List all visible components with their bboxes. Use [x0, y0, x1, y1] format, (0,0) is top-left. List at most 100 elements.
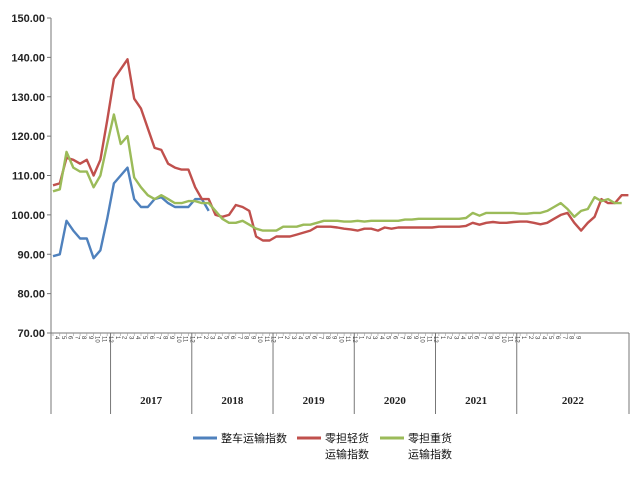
month-tick-label: 8	[243, 336, 249, 340]
month-tick-label: 4	[459, 336, 465, 340]
month-tick-label: 8	[80, 336, 86, 340]
y-tick-label: 100.00	[11, 210, 45, 222]
y-tick-label: 90.00	[17, 249, 45, 261]
month-tick-label: 9	[412, 336, 418, 340]
month-tick-label: 10	[175, 336, 181, 343]
legend-label-3: 零担重货	[408, 431, 452, 445]
month-tick-label: 8	[324, 336, 330, 340]
month-tick-label: 12	[351, 336, 357, 343]
month-tick-label: 6	[229, 336, 235, 340]
month-tick-label: 2	[527, 336, 533, 340]
y-tick-labels: 70.00 80.00 90.00 100.00 110.00 120.00 130.00 1…	[11, 13, 45, 340]
month-tick-label: 5	[547, 336, 553, 340]
y-tick-label: 120.00	[11, 131, 45, 143]
month-tick-label: 12	[107, 336, 113, 343]
month-tick-label: 7	[236, 336, 242, 340]
y-tick-label: 80.00	[17, 289, 45, 301]
month-tick-label: 3	[452, 336, 458, 340]
year-label: 2019	[303, 395, 326, 407]
month-tick-label: 2	[364, 336, 370, 340]
month-tick-label: 7	[317, 336, 323, 340]
month-tick-labels: 4 5 6 7 8 9 10 11 12 1 2 3 4 5 6 7 8 9 10 11 12 1 2 3 4 5 6 7 8 9 10 11…	[53, 336, 580, 343]
month-tick-label: 2	[283, 336, 289, 340]
month-tick-label: 1	[439, 336, 445, 340]
month-tick-label: 12	[188, 336, 194, 343]
month-tick-label: 1	[520, 336, 526, 340]
month-tick-label: 3	[209, 336, 215, 340]
month-tick-label: 10	[500, 336, 506, 343]
month-tick-label: 6	[554, 336, 560, 340]
month-tick-label: 6	[148, 336, 154, 340]
legend-label-3: 运输指数	[408, 447, 452, 461]
month-tick-label: 9	[493, 336, 499, 340]
month-tick-label: 3	[127, 336, 133, 340]
year-label: 2017	[140, 395, 163, 407]
month-tick-label: 12	[513, 336, 519, 343]
month-tick-label: 9	[168, 336, 174, 340]
month-tick-label: 7	[398, 336, 404, 340]
legend-label-1: 整车运输指数	[221, 431, 287, 445]
year-label: 2022	[562, 395, 585, 407]
month-tick-label: 6	[473, 336, 479, 340]
year-label: 2020	[384, 395, 407, 407]
month-tick-label: 5	[60, 336, 66, 340]
series-line-3	[52, 113, 622, 232]
month-tick-label: 12	[432, 336, 438, 343]
month-tick-label: 4	[215, 336, 221, 340]
month-tick-label: 10	[256, 336, 262, 343]
month-tick-label: 11	[507, 336, 513, 343]
y-tick-label: 70.00	[17, 328, 45, 340]
month-tick-label: 11	[263, 336, 269, 343]
month-tick-label: 12	[270, 336, 276, 343]
month-tick-label: 2	[121, 336, 127, 340]
month-tick-label: 7	[73, 336, 79, 340]
month-tick-label: 1	[195, 336, 201, 340]
month-tick-label: 9	[249, 336, 255, 340]
y-tick-label: 130.00	[11, 92, 45, 104]
month-tick-label: 8	[405, 336, 411, 340]
year-label: 2018	[221, 395, 244, 407]
month-tick-label: 1	[358, 336, 364, 340]
month-tick-label: 5	[466, 336, 472, 340]
month-tick-label: 8	[568, 336, 574, 340]
year-label: 2021	[465, 395, 487, 407]
month-tick-label: 3	[534, 336, 540, 340]
month-tick-label: 11	[425, 336, 431, 343]
month-tick-label: 3	[371, 336, 377, 340]
y-tick-label: 150.00	[11, 13, 45, 25]
month-tick-label: 5	[385, 336, 391, 340]
month-tick-label: 4	[134, 336, 140, 340]
month-tick-label: 8	[161, 336, 167, 340]
series-lines	[52, 58, 629, 260]
month-tick-label: 4	[297, 336, 303, 340]
axes	[47, 17, 630, 414]
month-tick-label: 5	[222, 336, 228, 340]
month-tick-label: 1	[114, 336, 120, 340]
month-tick-label: 4	[540, 336, 546, 340]
month-tick-label: 5	[141, 336, 147, 340]
month-tick-label: 7	[561, 336, 567, 340]
month-tick-label: 9	[574, 336, 580, 340]
month-tick-label: 4	[378, 336, 384, 340]
month-tick-label: 6	[310, 336, 316, 340]
month-tick-label: 2	[446, 336, 452, 340]
month-tick-label: 10	[337, 336, 343, 343]
y-tick-label: 110.00	[12, 171, 45, 183]
series-line-1	[52, 166, 210, 260]
month-tick-label: 6	[67, 336, 73, 340]
month-tick-label: 5	[303, 336, 309, 340]
month-tick-label: 10	[419, 336, 425, 343]
month-tick-label: 10	[94, 336, 100, 343]
series-line-2	[52, 58, 629, 242]
month-tick-label: 11	[344, 336, 350, 343]
month-tick-label: 9	[331, 336, 337, 340]
month-tick-label: 7	[480, 336, 486, 340]
month-tick-label: 7	[155, 336, 161, 340]
year-labels: 2017 2018 2019 2020 2021 2022	[140, 395, 584, 407]
month-tick-label: 9	[87, 336, 93, 340]
month-tick-label: 11	[100, 336, 106, 343]
month-tick-label: 3	[290, 336, 296, 340]
